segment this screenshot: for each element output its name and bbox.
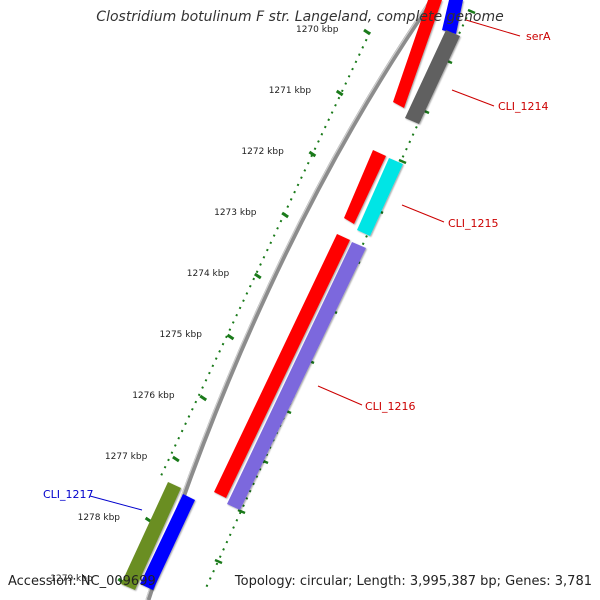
ruler-tick	[172, 455, 180, 463]
gene-CLI_1216[interactable]	[227, 242, 366, 510]
accession-text: Accession: NC_009699	[8, 574, 156, 589]
gene-CLI_1217[interactable]	[121, 482, 181, 590]
gene-label-CLI_1214[interactable]: CLI_1214	[498, 100, 549, 113]
ruler-tick-label: 1275 kbp	[160, 330, 203, 340]
gene-serA-blue	[442, 0, 463, 34]
gene-serA[interactable]	[393, 0, 442, 108]
leader-CLI_1217	[89, 495, 143, 511]
gene-CLI_1216-red[interactable]	[214, 234, 350, 498]
ruler-tick-label: 1276 kbp	[132, 391, 175, 401]
ruler-tick	[363, 28, 371, 36]
ruler-tick	[226, 333, 235, 341]
genome-summary: Topology: circular; Length: 3,995,387 bp…	[234, 574, 592, 589]
gene-label-serA[interactable]: serA	[526, 30, 551, 43]
ruler-tick-label: 1271 kbp	[269, 86, 312, 96]
ruler-tick-label: 1272 kbp	[241, 147, 284, 157]
outer-ring-tick	[214, 558, 223, 565]
outer-ring-tick	[398, 158, 407, 165]
ruler-tick	[199, 394, 208, 402]
outer-ring-tick	[467, 8, 476, 15]
gene-CLI_1217-blue	[140, 494, 195, 590]
ruler-tick-label: 1270 kbp	[296, 25, 339, 35]
ruler-tick	[253, 272, 262, 280]
outer-ring-tick	[237, 508, 246, 515]
gene-label-CLI_1217[interactable]: CLI_1217	[43, 488, 94, 501]
ruler-tick	[308, 150, 317, 158]
leader-serA	[465, 19, 521, 37]
ruler-tick-label: 1273 kbp	[214, 208, 257, 218]
gene-CLI_1215[interactable]	[357, 158, 403, 236]
ruler-tick-label: 1274 kbp	[187, 269, 230, 279]
gene-CLI_1214[interactable]	[405, 30, 460, 124]
leader-CLI_1215	[401, 204, 445, 223]
ruler-tick	[281, 211, 289, 219]
ruler-tick-label: 1279 kbp	[50, 574, 93, 584]
ruler-tick-label: 1278 kbp	[78, 513, 121, 523]
leader-CLI_1216	[317, 385, 363, 406]
ruler-tick	[335, 89, 344, 97]
gene-label-CLI_1215[interactable]: CLI_1215	[448, 217, 499, 230]
ruler-tick-label: 1277 kbp	[105, 452, 148, 462]
gene-CLI_1215-red[interactable]	[344, 150, 386, 224]
map-title: Clostridium botulinum F str. Langeland, …	[96, 9, 504, 25]
gene-label-CLI_1216[interactable]: CLI_1216	[365, 400, 416, 413]
leader-CLI_1214	[451, 89, 495, 107]
